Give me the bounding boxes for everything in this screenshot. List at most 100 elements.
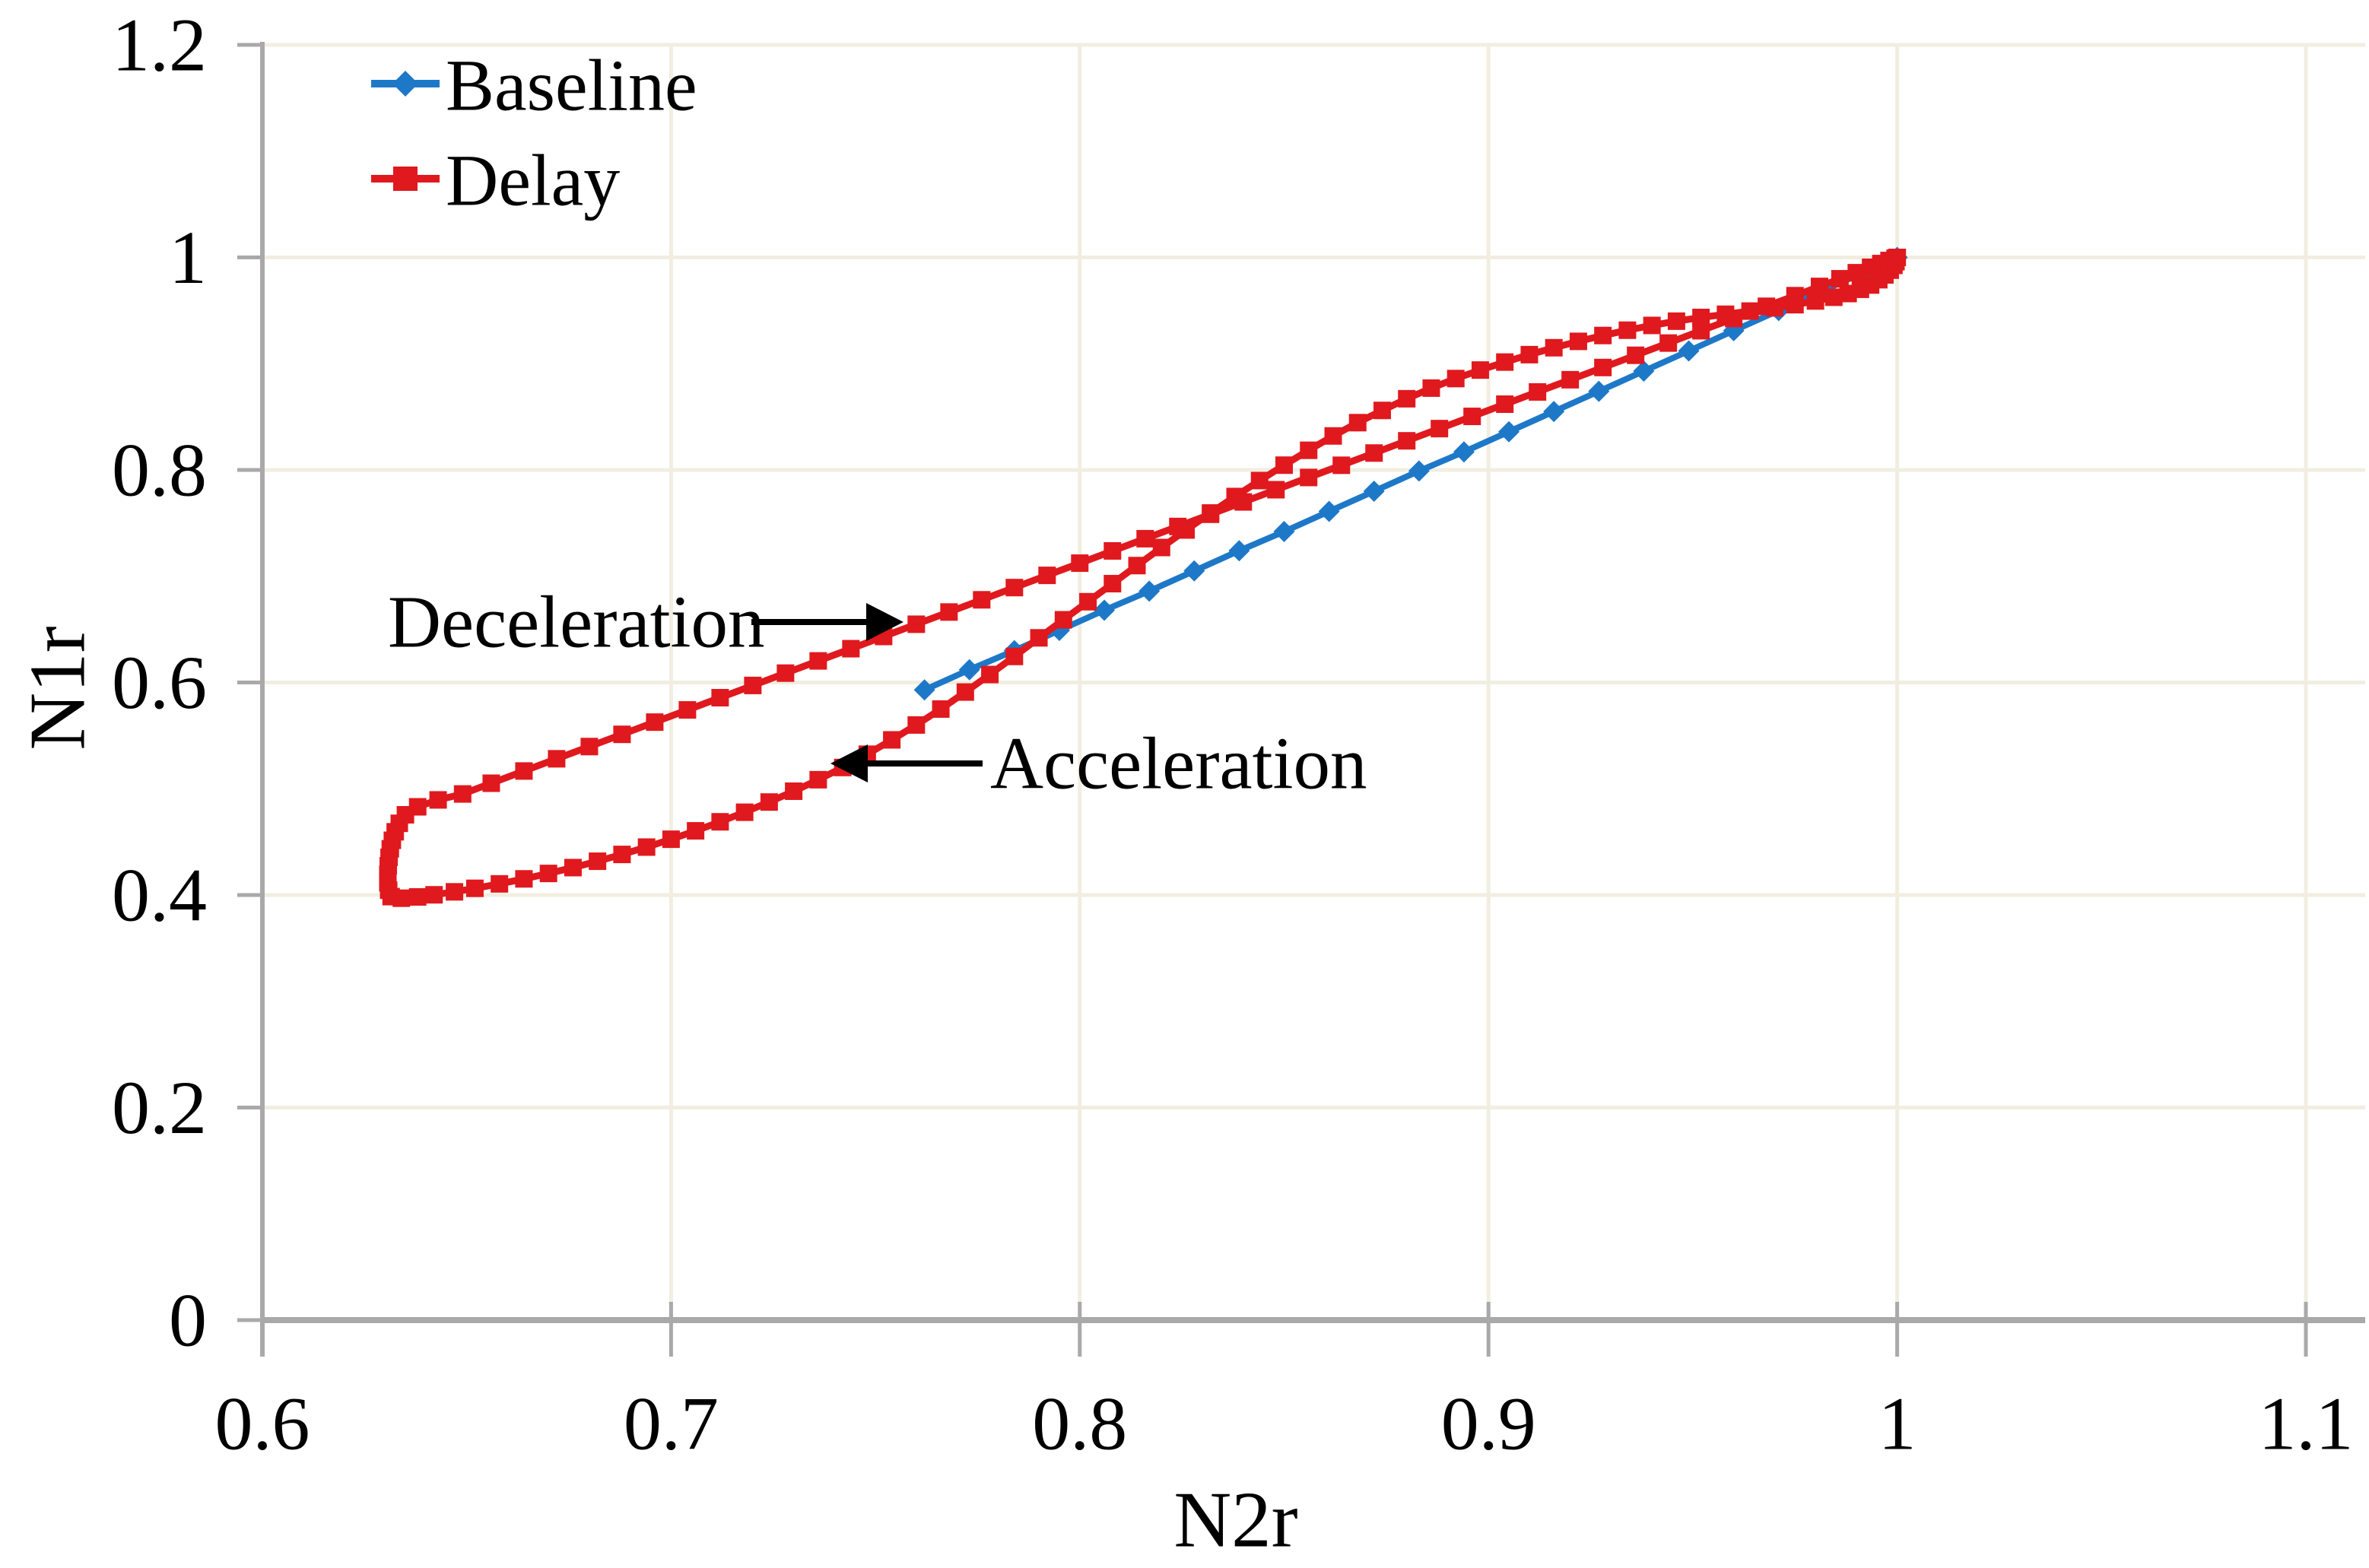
series-baseline-marker — [913, 679, 935, 701]
series-delay-marker — [1594, 358, 1612, 376]
y-tick-label: 0.2 — [112, 1065, 207, 1150]
annotation-arrowhead-right — [866, 603, 903, 641]
series-delay-marker — [1545, 338, 1563, 357]
series-delay-marker — [1079, 592, 1097, 611]
series-delay-marker — [1177, 521, 1196, 539]
series-delay-marker — [662, 830, 680, 849]
series-baseline-marker — [1228, 540, 1250, 562]
series-delay-marker — [735, 803, 754, 821]
series-delay-marker — [1398, 432, 1416, 450]
series-delay-marker — [744, 676, 762, 694]
series-delay-marker — [1529, 382, 1547, 401]
series-delay-marker — [1267, 481, 1285, 499]
series-delay-marker — [1786, 296, 1804, 314]
series-delay-marker — [1643, 316, 1661, 335]
series-delay-marker — [973, 591, 991, 609]
series-delay-marker — [465, 879, 484, 897]
series-delay-marker — [1471, 361, 1489, 379]
series-delay-marker — [776, 664, 795, 682]
series-delay-marker — [1398, 389, 1416, 408]
series-delay-marker — [1431, 420, 1449, 438]
annotation-label-deceleration: Deceleration — [388, 582, 764, 663]
series-delay-marker — [1659, 334, 1678, 352]
series-delay-marker — [809, 770, 827, 789]
series-delay-marker — [446, 883, 464, 901]
y-tick-label: 0 — [169, 1278, 207, 1363]
series-delay-marker — [564, 859, 582, 877]
series-delay-marker — [711, 813, 729, 831]
series-delay-marker — [1888, 249, 1907, 266]
series-delay-marker — [392, 889, 411, 907]
series-delay-marker — [1667, 312, 1685, 330]
series-delay-marker — [940, 603, 958, 621]
series-baseline-marker — [1363, 480, 1385, 502]
series-delay-marker — [539, 865, 557, 883]
series-delay-marker — [491, 874, 509, 893]
series-delay-marker — [1627, 346, 1645, 364]
y-axis-title: N1r — [13, 626, 102, 750]
series-delay-marker — [1332, 456, 1351, 475]
series-delay-marker — [1250, 471, 1269, 490]
series-baseline-marker — [1318, 500, 1340, 522]
series-delay-marker — [589, 852, 607, 871]
series-delay-marker — [1275, 456, 1293, 475]
x-tick-label: 0.6 — [215, 1382, 310, 1466]
series-delay-marker — [1136, 529, 1154, 548]
series-delay-marker — [1071, 554, 1089, 573]
series-baseline-marker — [1183, 560, 1205, 582]
series-delay-marker — [1520, 345, 1539, 363]
series-delay-marker — [637, 838, 656, 856]
series-delay-marker — [425, 886, 443, 904]
legend-square-marker — [393, 167, 418, 191]
series-delay-marker — [1569, 332, 1587, 351]
x-tick-label: 1 — [1878, 1382, 1916, 1466]
series-baseline-marker — [1408, 460, 1430, 482]
legend-item-label: Delay — [446, 140, 620, 221]
legend-item-label: Baseline — [446, 45, 697, 126]
series-baseline-marker — [958, 659, 980, 681]
series-delay-marker — [429, 791, 447, 809]
series-delay-marker — [1810, 278, 1828, 296]
series-baseline-marker — [1453, 441, 1475, 463]
series-delay-marker — [1202, 504, 1220, 522]
legend-diamond-marker — [392, 71, 418, 97]
series-delay-marker — [1054, 611, 1072, 629]
y-tick-label: 0.4 — [112, 853, 207, 938]
series-delay-marker — [907, 716, 926, 734]
annotation-label-acceleration: Acceleration — [990, 723, 1367, 805]
series-baseline-marker — [1678, 340, 1700, 362]
series-delay-marker — [646, 713, 664, 732]
series-delay-marker — [1831, 270, 1849, 288]
series-delay-marker — [932, 700, 950, 718]
series-delay-marker — [1422, 379, 1440, 397]
annotation-arrowhead-left — [830, 744, 868, 782]
series-delay-marker — [1128, 557, 1146, 575]
series-delay-marker — [1104, 541, 1122, 560]
series-delay-marker — [1765, 299, 1783, 317]
x-tick-label: 0.7 — [624, 1382, 719, 1466]
series-delay-marker — [1104, 575, 1122, 593]
series-delay-marker — [1373, 402, 1391, 420]
series-delay-marker — [981, 665, 999, 684]
series-delay-marker — [1561, 370, 1580, 389]
series-delay-marker — [1496, 395, 1514, 413]
series-baseline-marker — [1588, 380, 1610, 402]
x-axis-title: N2r — [1173, 1475, 1297, 1564]
y-tick-label: 0.6 — [112, 640, 207, 725]
series-delay-marker — [1741, 302, 1759, 320]
series-delay-marker — [1005, 579, 1024, 597]
series-delay-marker — [1496, 353, 1514, 371]
series-baseline-marker — [1633, 360, 1655, 382]
series-baseline-marker — [1273, 521, 1295, 543]
series-delay-marker — [956, 683, 974, 701]
y-tick-label: 0.8 — [112, 428, 207, 513]
series-delay-marker — [408, 888, 427, 906]
series-delay-marker — [1348, 414, 1367, 432]
x-tick-label: 0.9 — [1441, 1382, 1536, 1466]
series-delay-marker — [515, 762, 533, 780]
series-delay-marker — [1594, 326, 1612, 344]
series-delay-marker — [1692, 322, 1710, 340]
series-delay-marker — [482, 774, 500, 792]
